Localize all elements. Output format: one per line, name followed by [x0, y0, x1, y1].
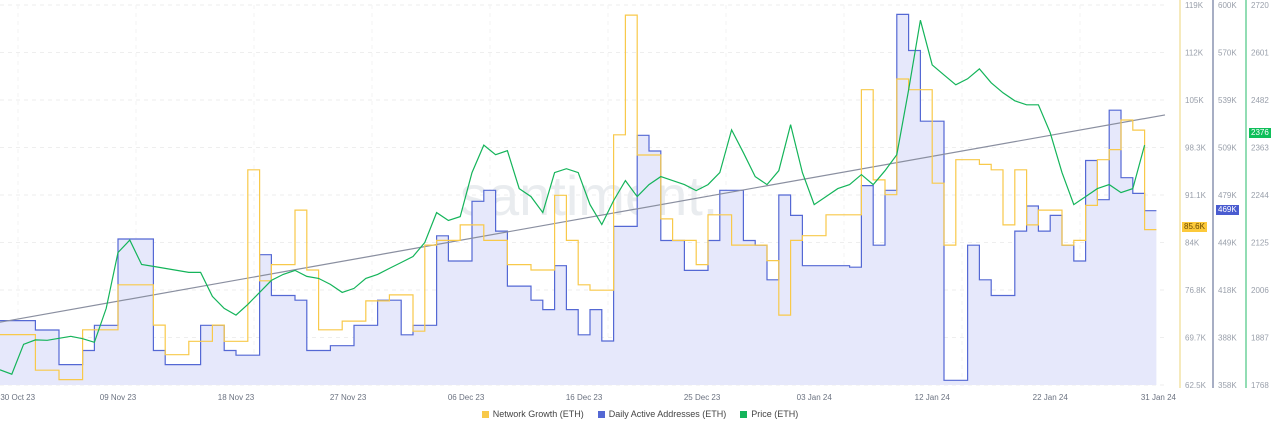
ng-tick-label: 76.8K [1185, 286, 1207, 295]
series-line-daily-active-addresses-eth- [0, 13, 1157, 381]
x-tick-label: 22 Jan 24 [1033, 393, 1069, 402]
watermark: santiment. [460, 164, 718, 227]
price-tick-label: 2720 [1251, 1, 1269, 10]
legend-item-network-growth[interactable]: Network Growth (ETH) [481, 409, 584, 419]
price-tick-label: 1887 [1251, 334, 1269, 343]
legend-item-daily-active-addresses[interactable]: Daily Active Addresses (ETH) [597, 409, 727, 419]
x-tick-label: 06 Dec 23 [448, 393, 485, 402]
x-tick-label: 03 Jan 24 [797, 393, 833, 402]
series-line-price-eth- [0, 20, 1146, 375]
legend-label: Price (ETH) [751, 409, 799, 419]
ng-tick-label: 91.1K [1185, 191, 1207, 200]
price-tick-label: 2125 [1251, 239, 1269, 248]
price-current-badge: 2376 [1249, 128, 1271, 138]
price-tick-label: 2482 [1251, 96, 1269, 105]
daa-tick-label: 539K [1218, 96, 1237, 105]
ng-tick-label: 105K [1185, 96, 1204, 105]
ng-tick-label: 119K [1185, 1, 1204, 10]
daa-tick-label: 600K [1218, 1, 1237, 10]
price-tick-label: 2363 [1251, 144, 1269, 153]
daa-tick-label: 570K [1218, 49, 1237, 58]
price-tick-label: 1768 [1251, 381, 1269, 390]
chart: santiment. 119K 112K 105K 98.3K 91.1K 84K 76.8K… [0, 0, 1269, 402]
x-tick-label: 27 Nov 23 [330, 393, 367, 402]
daa-tick-label: 509K [1218, 144, 1237, 153]
x-tick-label: 09 Nov 23 [100, 393, 137, 402]
series-line-network-growth-eth- [0, 14, 1157, 381]
daa-tick-label: 358K [1218, 381, 1237, 390]
x-tick-label: 30 Oct 23 [0, 393, 35, 402]
daa-tick-label: 388K [1218, 334, 1237, 343]
legend-label: Network Growth (ETH) [492, 409, 584, 419]
legend: Network Growth (ETH) Daily Active Addres… [0, 409, 1280, 419]
network-growth-current-badge: 85.6K [1182, 222, 1207, 232]
ng-tick-label: 62.5K [1185, 381, 1207, 390]
daa-tick-label: 449K [1218, 239, 1237, 248]
ng-tick-label: 112K [1185, 49, 1204, 58]
x-tick-label: 18 Nov 23 [218, 393, 255, 402]
ng-tick-label: 84K [1185, 239, 1200, 248]
x-tick-label: 31 Jan 24 [1141, 393, 1177, 402]
legend-item-price[interactable]: Price (ETH) [740, 409, 798, 419]
x-tick-label: 16 Dec 23 [566, 393, 603, 402]
ng-tick-label: 98.3K [1185, 144, 1207, 153]
ng-tick-label: 69.7K [1185, 334, 1207, 343]
daa-area [0, 14, 1157, 386]
daa-tick-label: 479K [1218, 191, 1237, 200]
x-tick-label: 12 Jan 24 [915, 393, 951, 402]
x-tick-label: 25 Dec 23 [684, 393, 721, 402]
price-tick-label: 2601 [1251, 49, 1269, 58]
trend-line [0, 114, 1166, 323]
legend-label: Daily Active Addresses (ETH) [608, 409, 727, 419]
daa-tick-label: 418K [1218, 286, 1237, 295]
daa-current-badge: 469K [1216, 205, 1239, 215]
price-tick-label: 2244 [1251, 191, 1269, 200]
price-tick-label: 2006 [1251, 286, 1269, 295]
